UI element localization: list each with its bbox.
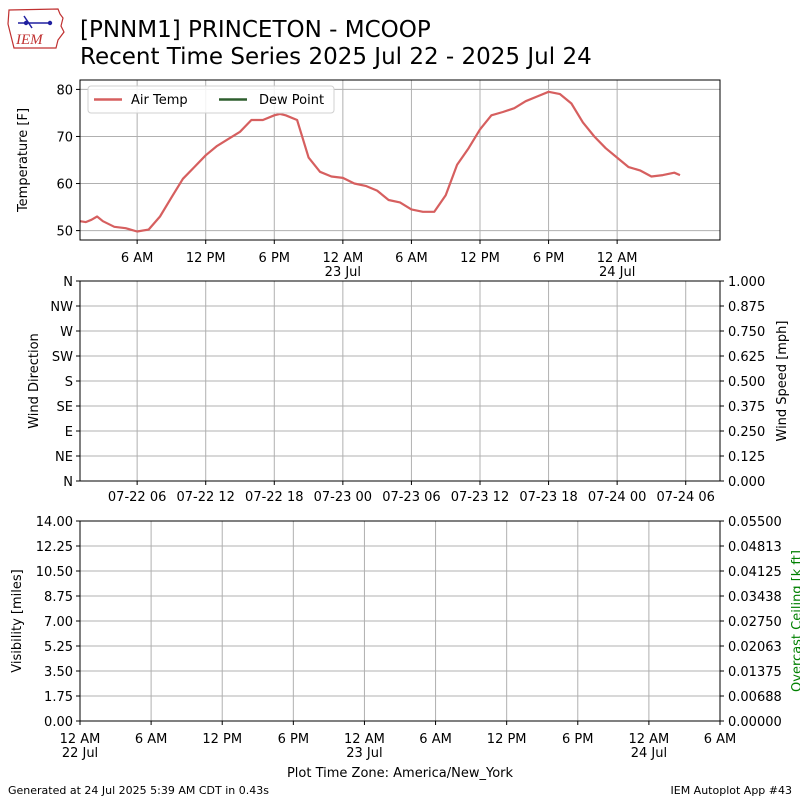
vis-x-tick-label: 12 PM (202, 732, 242, 747)
temp-y-tick-label: 50 (56, 225, 73, 240)
visibility-axis-label: Visibility [miles] (10, 569, 25, 672)
vis-x-tick-label: 6 PM (562, 732, 593, 747)
temp-x-tick-label: 6 AM (121, 251, 154, 266)
wind-y-tick-label: N (63, 275, 73, 290)
wind-speed-tick-label: 0.375 (728, 400, 765, 415)
legend-box (87, 85, 335, 114)
air-temp-line (79, 90, 681, 233)
wind-speed-tick-label: 0.250 (728, 425, 765, 440)
vis-y-tick-label: 8.75 (44, 590, 73, 605)
wind-y-tick-label: SE (57, 400, 73, 415)
temp-y-tick-label: 60 (56, 178, 73, 193)
vis-x-tick-label: 6 AM (704, 732, 737, 747)
ceiling-tick-label: 0.03438 (728, 590, 782, 605)
vis-x-tick-sublabel: 23 Jul (346, 746, 382, 761)
wind-y-tick-label: S (65, 375, 73, 390)
temp-y-axis-label: Temperature [F] (16, 108, 31, 213)
vis-x-tick-label: 12 AM (344, 732, 385, 747)
vis-y-tick-label: 5.25 (44, 640, 73, 655)
wind-speed-axis-label: Wind Speed [mph] (775, 321, 790, 442)
wind-speed-tick-label: 0.750 (728, 325, 765, 340)
wind-y-tick-label: N (63, 475, 73, 490)
wind-speed-tick-label: 0.125 (728, 450, 765, 465)
ceiling-tick-label: 0.00688 (728, 690, 782, 705)
ceiling-tick-label: 0.02063 (728, 640, 782, 655)
vis-y-tick-label: 1.75 (44, 690, 73, 705)
wind-x-tick-label: 07-23 00 (314, 490, 372, 505)
vis-y-tick-label: 10.50 (36, 565, 73, 580)
ceiling-tick-label: 0.02750 (728, 615, 782, 630)
timezone-label: Plot Time Zone: America/New_York (287, 766, 514, 781)
temp-x-tick-label: 12 PM (460, 251, 500, 266)
temp-y-tick-label: 80 (56, 83, 73, 98)
iem-logo: IEM (6, 6, 66, 52)
wind-x-tick-label: 07-24 06 (656, 490, 714, 505)
wind-x-tick-label: 07-22 18 (245, 490, 303, 505)
wind-x-tick-label: 07-23 12 (451, 490, 509, 505)
vis-x-tick-label: 6 AM (419, 732, 452, 747)
wind-y-tick-label: NW (50, 300, 73, 315)
wind-x-tick-label: 07-23 06 (382, 490, 440, 505)
temp-x-tick-label: 6 PM (259, 251, 290, 266)
vis-x-tick-label: 6 PM (278, 732, 309, 747)
chart-subtitle: Recent Time Series 2025 Jul 22 - 2025 Ju… (80, 44, 592, 70)
ceiling-tick-label: 0.00000 (728, 715, 782, 730)
temp-x-tick-label: 6 AM (395, 251, 428, 266)
temp-x-tick-sublabel: 23 Jul (325, 265, 361, 280)
temp-x-tick-label: 12 AM (322, 251, 363, 266)
wind-x-tick-label: 07-23 18 (519, 490, 577, 505)
vis-x-tick-sublabel: 24 Jul (631, 746, 667, 761)
wind-speed-tick-label: 0.000 (728, 475, 765, 490)
wind-y-tick-label: SW (52, 350, 73, 365)
ceiling-tick-label: 0.04125 (728, 565, 782, 580)
vis-x-tick-label: 12 PM (487, 732, 527, 747)
vis-x-tick-label: 12 AM (60, 732, 101, 747)
wind-y-tick-label: W (60, 325, 73, 340)
wind-x-tick-label: 07-22 06 (108, 490, 166, 505)
temp-x-tick-sublabel: 24 Jul (599, 265, 635, 280)
footer-app: IEM Autoplot App #43 (670, 784, 793, 797)
legend-dew-point-label: Dew Point (259, 93, 324, 108)
vis-y-tick-label: 14.00 (36, 515, 73, 530)
wind-y-tick-label: NE (55, 450, 73, 465)
logo-text: IEM (15, 32, 44, 48)
temp-x-tick-label: 12 PM (186, 251, 226, 266)
vis-x-tick-label: 12 AM (628, 732, 669, 747)
wind-speed-tick-label: 1.000 (728, 275, 765, 290)
legend-air-temp-label: Air Temp (131, 93, 188, 108)
wind-speed-tick-label: 0.500 (728, 375, 765, 390)
wind-direction-axis-label: Wind Direction (27, 333, 42, 429)
ceiling-tick-label: 0.05500 (728, 515, 782, 530)
temp-x-tick-label: 6 PM (533, 251, 564, 266)
temp-plot-frame (79, 79, 721, 241)
vis-y-tick-label: 12.25 (36, 540, 73, 555)
temp-x-tick-label: 12 AM (597, 251, 638, 266)
chart-title: [PNNM1] PRINCETON - MCOOP (80, 17, 431, 43)
vis-x-tick-sublabel: 22 Jul (62, 746, 98, 761)
wind-x-tick-label: 07-22 12 (176, 490, 234, 505)
temp-y-tick-label: 70 (56, 130, 73, 145)
wind-y-tick-label: E (65, 425, 73, 440)
ceiling-tick-label: 0.04813 (728, 540, 782, 555)
wind-speed-tick-label: 0.625 (728, 350, 765, 365)
wind-speed-tick-label: 0.875 (728, 300, 765, 315)
wind-plot-frame (79, 280, 721, 482)
wind-x-tick-label: 07-24 00 (588, 490, 646, 505)
vis-y-tick-label: 0.00 (44, 715, 73, 730)
vis-y-tick-label: 7.00 (44, 615, 73, 630)
iowa-outline-icon (7, 8, 65, 49)
footer-generated: Generated at 24 Jul 2025 5:39 AM CDT in … (8, 784, 269, 797)
ceiling-axis-label: Overcast Ceiling [k ft] (790, 550, 800, 692)
vis-x-tick-label: 6 AM (135, 732, 168, 747)
ceiling-tick-label: 0.01375 (728, 665, 782, 680)
vis-plot-frame (79, 520, 721, 722)
vis-y-tick-label: 3.50 (44, 665, 73, 680)
